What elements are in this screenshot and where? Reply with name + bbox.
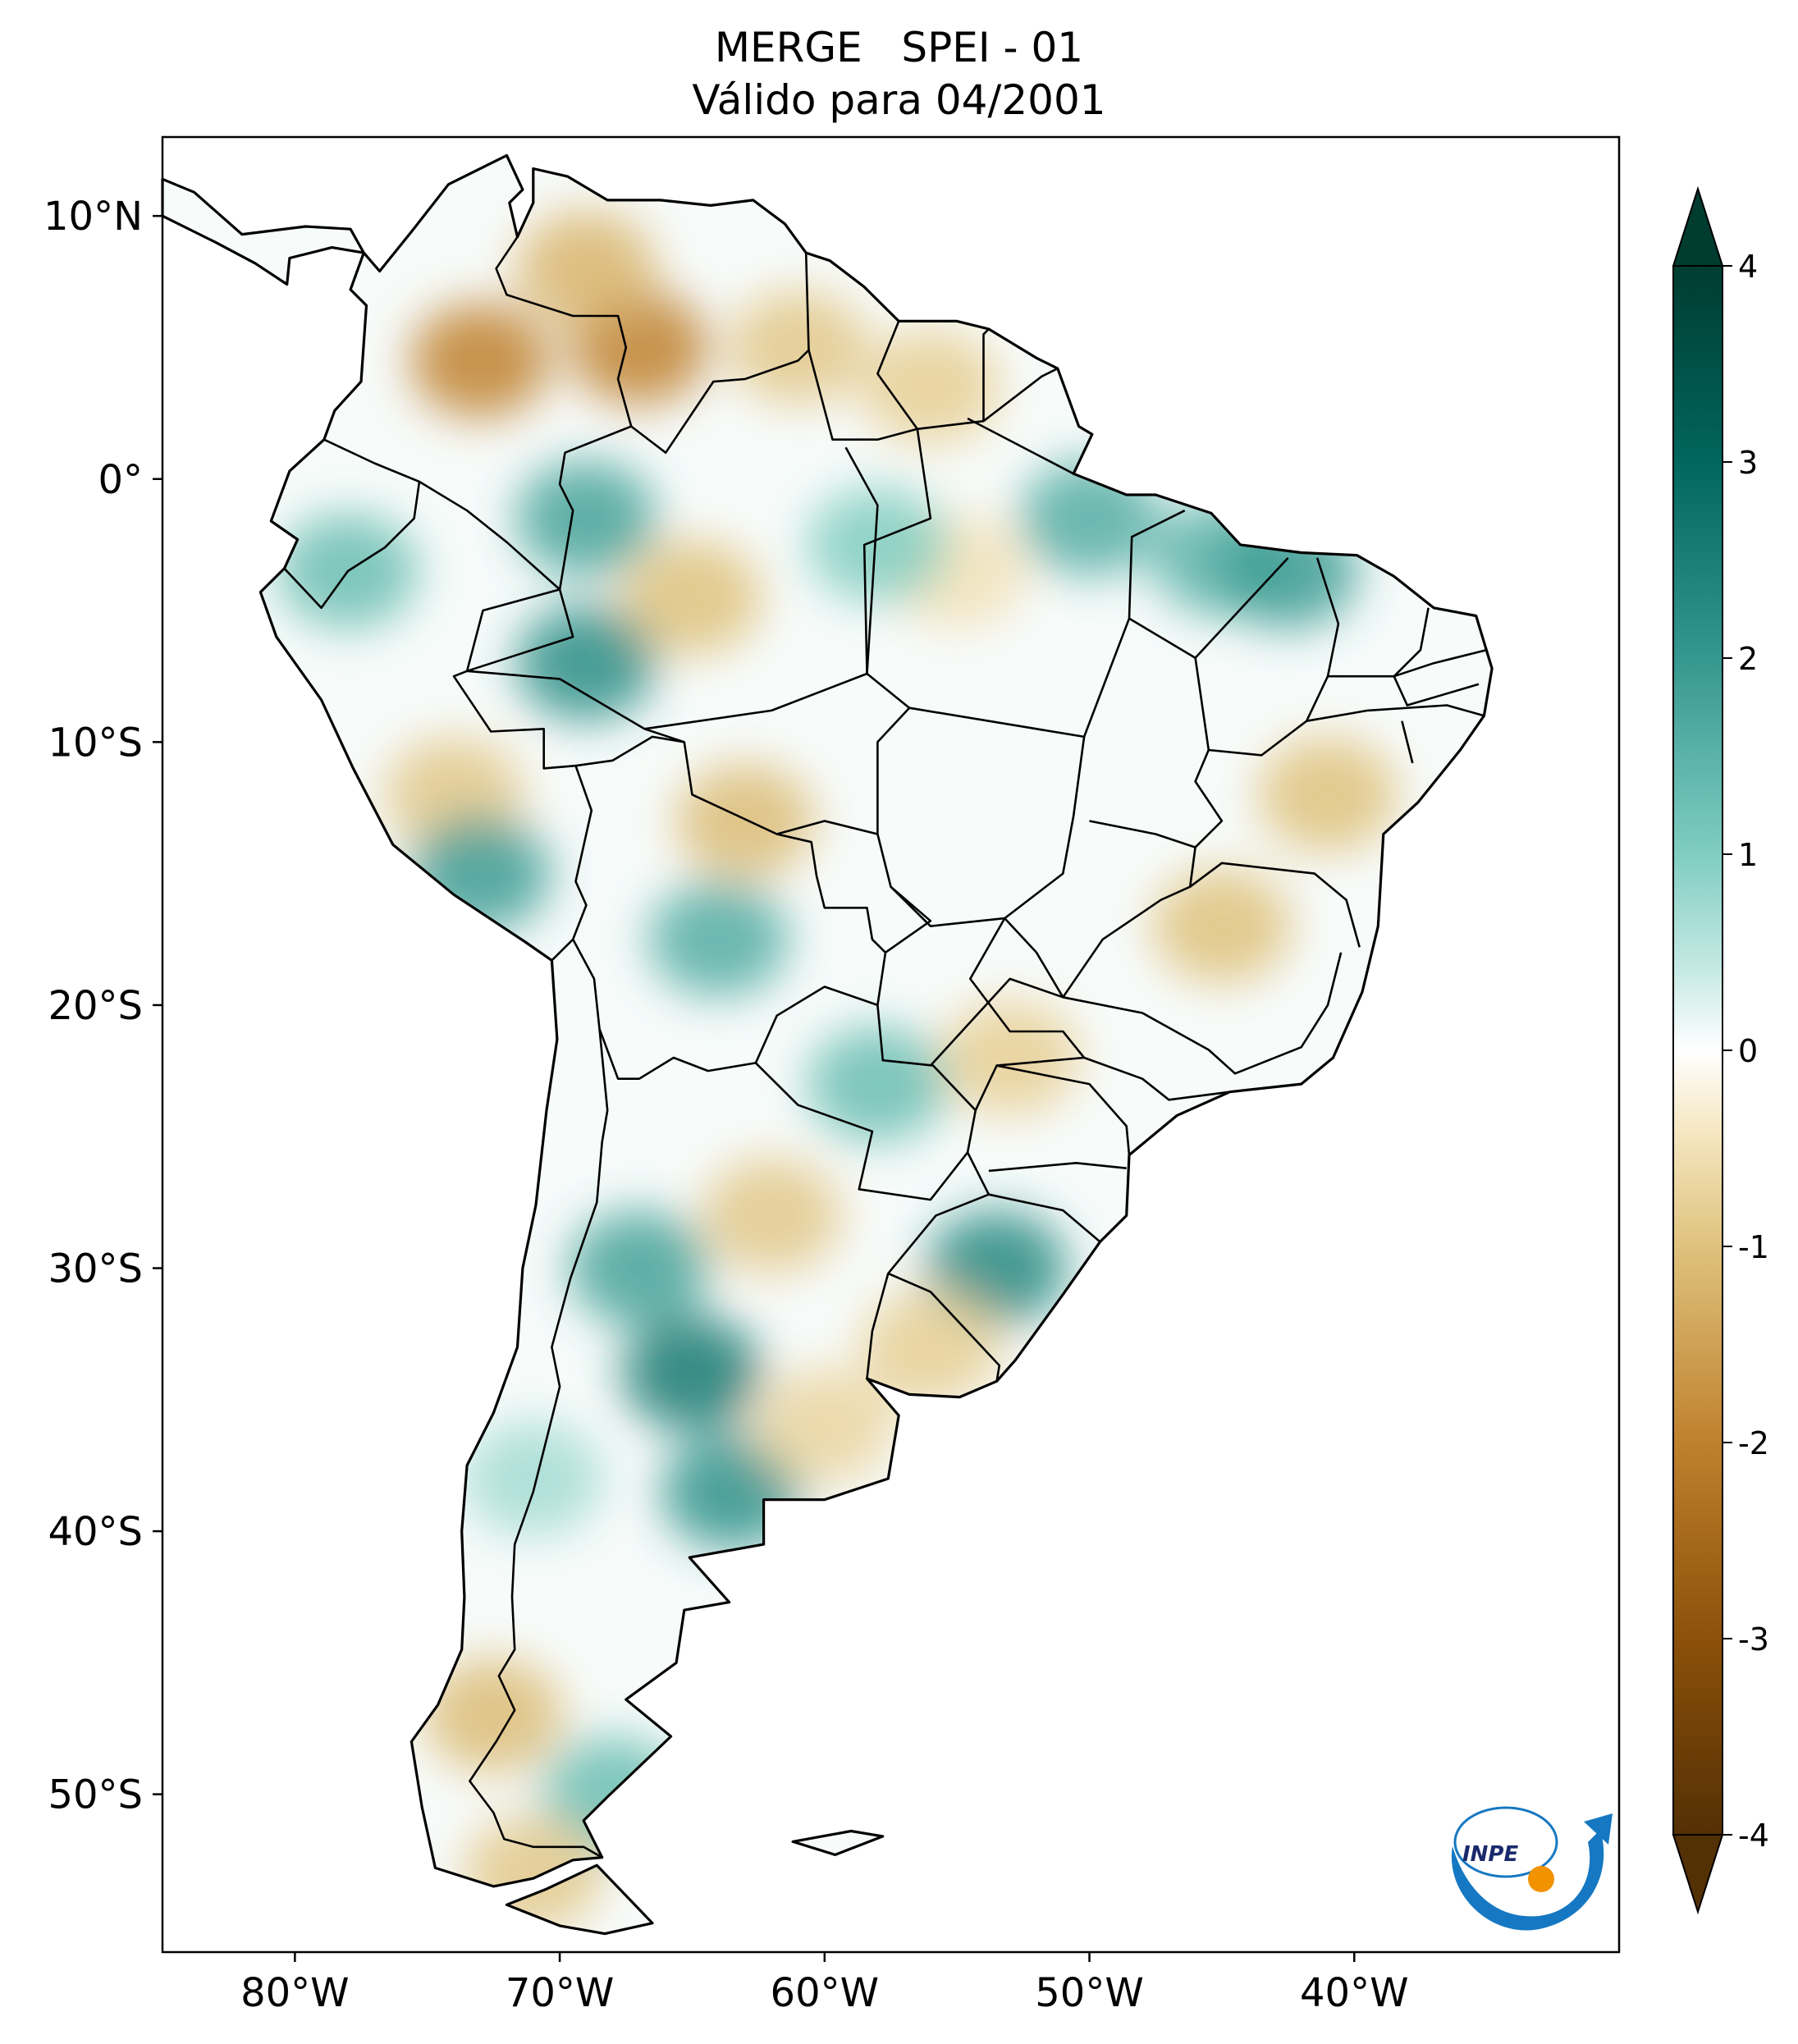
lat-tick-label: 20°S — [48, 983, 143, 1029]
political-border — [644, 672, 910, 730]
lon-tick-label: 80°W — [240, 1970, 350, 2016]
spei-anomaly-patch — [516, 606, 657, 721]
country-borders — [161, 153, 1494, 1936]
coastline — [791, 1829, 885, 1856]
coastline — [161, 177, 365, 286]
longitude-axis: 80°W 70°W 60°W 50°W 40°W — [240, 1952, 1409, 2016]
political-border — [1208, 557, 1340, 757]
spei-anomaly-patch — [1258, 737, 1398, 853]
spei-anomaly-patch — [860, 329, 1000, 445]
colorbar-tick-label: -4 — [1738, 1818, 1769, 1854]
lat-tick-label: 0° — [98, 457, 143, 503]
map-subtitle: Válido para 04/2001 — [692, 76, 1106, 124]
spei-anomaly-patch — [860, 1289, 1000, 1405]
political-border — [754, 1004, 977, 1201]
lat-tick-label: 50°S — [48, 1772, 143, 1818]
political-border — [776, 820, 878, 835]
colorbar-extend-bottom — [1672, 1834, 1724, 1915]
political-border — [283, 438, 421, 610]
colorbar-body — [1672, 265, 1723, 1836]
political-border — [996, 1064, 1131, 1155]
spei-anomaly-patch — [1151, 868, 1292, 984]
inpe-logo: INPE — [1451, 1806, 1613, 1931]
political-border — [885, 885, 932, 953]
political-border — [1128, 617, 1224, 848]
colorbar-extend-top — [1672, 185, 1724, 267]
political-border — [967, 417, 1074, 475]
political-border — [988, 1193, 1101, 1243]
political-border — [1306, 704, 1485, 722]
political-border — [1082, 510, 1186, 738]
political-border — [1189, 862, 1361, 948]
spei-anomaly-patch — [410, 303, 551, 418]
spei-anomaly-patch — [807, 1027, 948, 1142]
colorbar-tick-label: 2 — [1738, 641, 1758, 677]
political-border — [844, 446, 879, 674]
spei-anomaly-patch — [622, 540, 762, 656]
political-border — [466, 589, 574, 673]
political-border — [1393, 648, 1487, 678]
lat-tick-label: 40°S — [48, 1509, 143, 1555]
spei-anomaly-patch — [728, 290, 868, 405]
lon-tick-label: 40°W — [1300, 1970, 1409, 2016]
spei-anomaly-patch — [702, 1158, 842, 1273]
colorbar-tick-label: 3 — [1738, 445, 1758, 481]
political-border — [1328, 607, 1430, 678]
lat-tick-label: 10°N — [43, 194, 143, 240]
political-border — [876, 706, 1005, 927]
political-border — [862, 428, 932, 674]
spei-anomaly-patch — [648, 881, 789, 997]
spei-anomaly-patch — [675, 763, 815, 879]
spei-anomaly-patch — [516, 460, 657, 576]
lat-tick-label: 30°S — [48, 1246, 143, 1292]
spei-anomaly-patch — [807, 487, 948, 602]
colorbar-tick-label: -1 — [1738, 1229, 1769, 1265]
colorbar-tick-label: -3 — [1738, 1621, 1769, 1658]
political-border — [469, 1028, 609, 1859]
logo-orbit — [1453, 1806, 1558, 1878]
spei-anomaly-patch — [754, 1368, 894, 1484]
logo-swoosh — [1451, 1830, 1604, 1931]
political-border — [466, 670, 685, 743]
lon-tick-label: 70°W — [506, 1970, 615, 2016]
political-border — [419, 480, 593, 962]
political-border — [876, 320, 918, 430]
political-border — [495, 236, 633, 590]
logo-text: INPE — [1462, 1842, 1518, 1867]
map-title: MERGE SPEI - 01 — [714, 24, 1084, 71]
political-border — [866, 1273, 890, 1379]
political-border — [572, 939, 878, 1080]
political-border — [575, 735, 887, 1006]
spei-anomaly-patch — [940, 1000, 1080, 1116]
political-border — [982, 328, 990, 422]
political-border — [1063, 952, 1343, 1075]
political-border — [988, 1162, 1127, 1173]
colorbar-tick-label: 0 — [1738, 1033, 1758, 1069]
political-border — [1194, 557, 1289, 659]
political-border — [1393, 675, 1480, 706]
spei-anomaly-patch — [622, 1315, 762, 1431]
lon-tick-label: 60°W — [771, 1970, 880, 2016]
logo-sun — [1528, 1866, 1554, 1892]
political-border — [1083, 1056, 1230, 1101]
coastline — [505, 1863, 654, 1936]
spei-anomaly-patch — [516, 211, 657, 327]
political-border — [1401, 720, 1414, 764]
lon-tick-label: 50°W — [1035, 1970, 1144, 2016]
logo-arrow — [1584, 1813, 1613, 1845]
spei-anomaly-patch — [463, 1420, 603, 1536]
spei-anomaly-patch — [569, 1210, 709, 1326]
colorbar: 4 3 2 1 0 -1 -2 -3 -4 — [1672, 185, 1769, 1915]
latitude-axis: 10°N 0° 10°S 20°S 30°S 40°S 50°S — [43, 194, 162, 1818]
spei-anomaly-patch — [423, 1658, 564, 1773]
colorbar-tick-label: -2 — [1738, 1425, 1769, 1461]
colorbar-tick-label: 4 — [1738, 249, 1758, 285]
lat-tick-label: 10°S — [48, 720, 143, 766]
colorbar-tick-label: 1 — [1738, 837, 1758, 873]
